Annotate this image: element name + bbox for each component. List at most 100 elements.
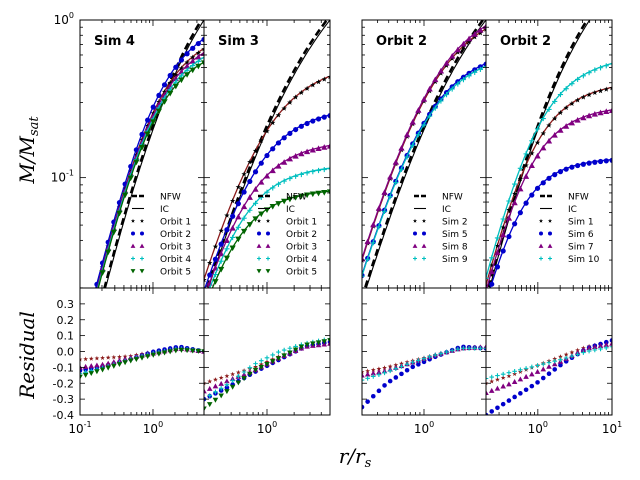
legend-marker (140, 256, 144, 261)
series-marker (173, 72, 179, 78)
series-marker (116, 210, 123, 217)
residual-marker (206, 385, 213, 391)
legend-label: Orbit 5 (160, 268, 191, 278)
residual-marker (512, 368, 517, 374)
legend-marker (413, 231, 417, 236)
residual-marker (236, 374, 241, 379)
residual-markers-5 (80, 347, 204, 380)
residual-marker (523, 373, 529, 379)
residual-marker (410, 359, 416, 365)
residual-marker (253, 364, 258, 369)
residual-marker (592, 344, 598, 350)
series-marker (183, 72, 191, 78)
series-marker (569, 164, 575, 170)
residual-marker (416, 358, 421, 363)
series-marker (304, 120, 310, 127)
residual-marker (486, 412, 489, 415)
residual-marker (540, 366, 547, 372)
residual-marker (540, 361, 546, 367)
series-marker (83, 335, 89, 341)
nfw-curve (103, 20, 203, 288)
series-marker (184, 67, 190, 73)
series-marker (557, 91, 564, 98)
residual-marker (218, 393, 224, 399)
residual-marker (370, 370, 377, 376)
residual-marker (99, 361, 106, 367)
series-marker (512, 221, 518, 227)
series-marker (275, 181, 282, 187)
residual-marker (229, 384, 236, 390)
residual-marker (287, 345, 293, 351)
series-marker (195, 63, 202, 70)
series-marker (321, 76, 327, 82)
residual-marker (258, 364, 265, 370)
panel-3: 100 Orbit 2 NFW IC Sim 2 Sim 5 Sim 8 Sim 9 (361, 19, 487, 436)
series-marker (184, 59, 190, 65)
residual-marker (264, 355, 270, 361)
residual-marker (523, 387, 529, 393)
residual-marker (466, 346, 472, 351)
series-marker (569, 100, 575, 106)
legend-label: NFW (286, 193, 307, 203)
legend-label: Sim 6 (568, 230, 594, 240)
series-marker (155, 108, 163, 115)
series-marker (534, 126, 541, 132)
y-tick-label-bottom: -0.1 (53, 361, 74, 374)
residual-marker (495, 405, 500, 411)
series-marker (281, 105, 287, 111)
residual-marker (597, 342, 604, 348)
x-tick-label-base: 10 (528, 422, 543, 436)
residual-marker (241, 369, 247, 375)
series-marker (178, 77, 185, 84)
residual-marker (529, 364, 535, 370)
residual-marker (569, 349, 575, 355)
series-marker (563, 166, 569, 172)
series-marker (247, 159, 253, 165)
residual-marker (111, 354, 117, 360)
series-marker (292, 94, 299, 100)
series-marker (189, 58, 196, 64)
residual-marker (362, 377, 365, 383)
x-tick-label-base: 10 (414, 422, 429, 436)
series-marker (557, 169, 564, 175)
series-marker (190, 54, 196, 60)
legend-marker (539, 231, 543, 236)
series-marker (365, 256, 371, 262)
residual-marker (213, 389, 218, 395)
series-marker (287, 99, 293, 105)
residual-marker (551, 361, 558, 367)
residual-markers-2 (204, 339, 330, 402)
series-marker (512, 181, 518, 187)
legend: NFW IC Orbit 1 Orbit 2 Orbit 3 Orbit 4 Orbit 5 (256, 193, 317, 278)
legend-marker (257, 231, 261, 236)
series-marker (597, 88, 604, 94)
series-marker (309, 146, 316, 153)
series-marker (321, 190, 328, 196)
residual-marker (362, 372, 365, 378)
series-marker (264, 152, 270, 159)
xlabel: r/rs (339, 444, 372, 471)
residual-marker (178, 347, 185, 353)
series-marker (557, 127, 564, 133)
series-marker (477, 30, 484, 36)
series-marker (293, 173, 299, 179)
series-marker (506, 198, 512, 204)
residual-marker (478, 346, 483, 351)
series-marker (449, 52, 456, 59)
residual-markers-5 (204, 338, 330, 412)
residual-marker (281, 353, 287, 359)
legend-marker (131, 256, 135, 261)
series-line-3 (96, 52, 204, 288)
residual-marker (224, 385, 230, 390)
series-marker (275, 112, 282, 118)
residual-marker (167, 349, 173, 355)
legend-marker (140, 231, 144, 236)
series-marker (546, 175, 552, 181)
y-tick-label-exp: -1 (66, 169, 74, 178)
top-curves (204, 20, 330, 288)
residual-marker (82, 363, 89, 369)
series-marker (546, 106, 552, 112)
series-marker (218, 227, 224, 234)
residual-marker (212, 397, 219, 403)
